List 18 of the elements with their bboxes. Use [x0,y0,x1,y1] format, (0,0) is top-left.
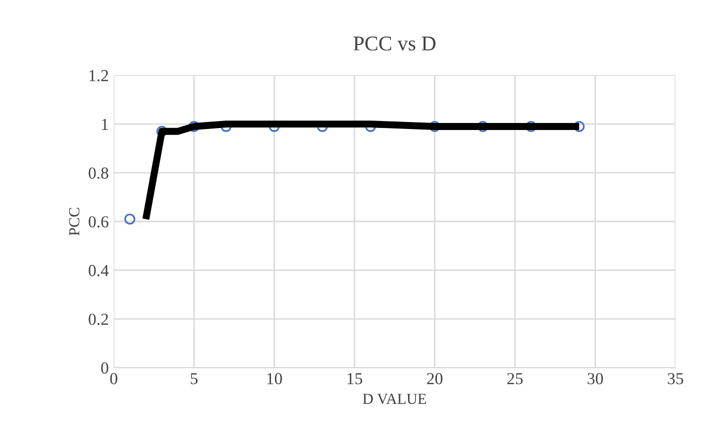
x-axis-title: D VALUE [362,394,426,404]
y-tick-label: 0.4 [88,264,109,276]
x-tick-label: 35 [668,373,684,384]
x-tick-label: 10 [267,373,282,384]
chart-title: PCC vs D [354,36,436,51]
y-tick-label: 1.2 [90,70,108,82]
y-tick-label: 0.8 [88,167,108,179]
y-tick-label: 0.2 [88,314,108,325]
x-tick-label: 5 [190,373,198,384]
x-tick-label: 20 [427,373,442,384]
y-tick-label: 0.6 [88,216,108,228]
x-tick-label: 25 [507,373,523,384]
x-tick-label: 30 [588,373,603,384]
y-tick-label: 1 [102,118,108,130]
x-tick-label: 15 [348,373,362,384]
y-axis-title: PCC [69,208,80,236]
y-tick-label: 0 [101,362,108,374]
x-tick-label: 0 [110,373,118,384]
